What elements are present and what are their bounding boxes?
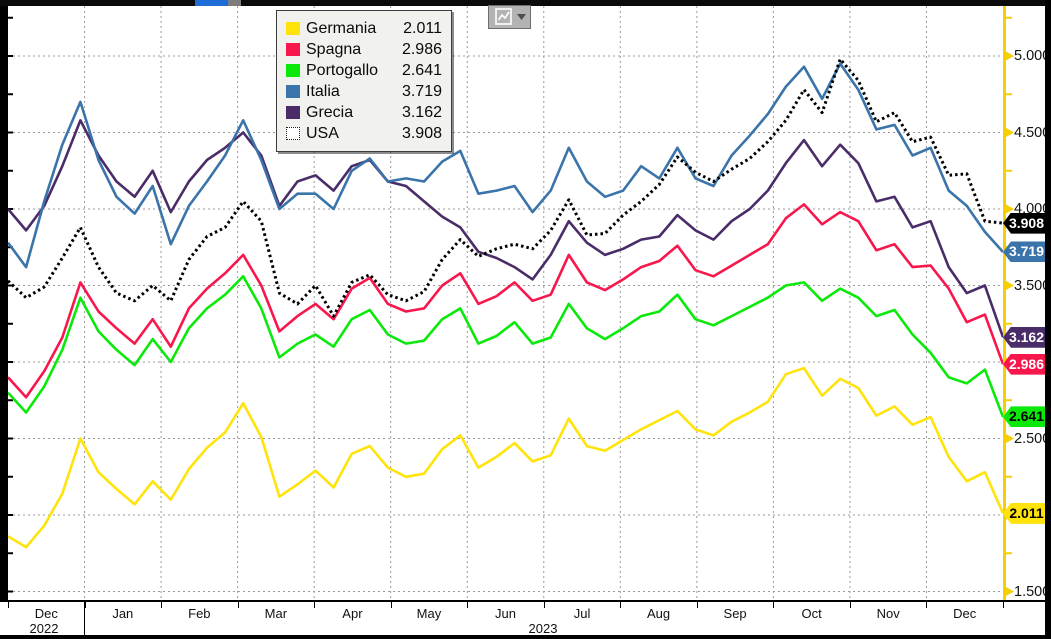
legend-box: Germania 2.011 Spagna 2.986 Portogallo 2.641 I… [276,10,452,152]
month-label-aug: Aug [646,606,671,621]
value-badge-portogallo: 2.641 [1003,406,1045,428]
month-label-apr: Apr [342,606,363,621]
x-axis-tick [314,602,316,608]
value-badge-grecia: 3.162 [1003,326,1045,348]
axis-major-tick [1006,204,1014,214]
color-swatch-icon [286,22,300,35]
y-axis-label: 5.000 [1014,48,1051,64]
legend-series-name: USA [306,124,339,142]
legend-series-value: 2.641 [401,61,442,79]
month-label-feb: Feb [188,606,211,621]
color-swatch-icon [286,106,300,119]
chart-type-button[interactable] [488,5,531,29]
y-axis-label: 4.500 [1014,124,1051,141]
axis-major-tick [1006,51,1014,61]
axis-major-tick [1006,281,1014,290]
legend-series-name: Spagna [306,40,362,58]
color-swatch-icon [286,85,300,98]
left-edge-strip [0,6,8,600]
x-axis-tick [8,602,9,608]
year-label-2023: 2023 [528,621,558,636]
series-line-portogallo [8,274,1003,418]
y-axis-label: 1.500 [1014,583,1051,600]
legend-series-value: 2.011 [403,19,442,37]
value-badge-germania: 2.011 [1003,502,1045,524]
color-swatch-icon [286,43,300,56]
value-badge-italia: 3.719 [1003,241,1045,263]
legend-item-spagna[interactable]: Spagna 2.986 [286,39,442,60]
legend-item-germania[interactable]: Germania 2.011 [286,18,442,39]
x-axis-tick [237,602,239,608]
axis-major-tick [1006,128,1014,137]
series-line-usa [8,57,1003,318]
legend-series-value: 3.719 [401,82,442,100]
x-axis-tick [620,602,622,608]
series-line-italia [8,62,1003,269]
legend-series-value: 3.908 [401,124,442,142]
x-axis: Dec Jan Feb Mar Apr May Jun Jul Aug Sep Oct Nov Dec … [0,600,1045,636]
bottom-edge-strip [0,635,1051,639]
legend-item-usa[interactable]: USA 3.908 [286,123,442,144]
value-badge-spagna: 2.986 [1003,353,1045,375]
month-label-mar: Mar [264,606,288,621]
top-bar [0,0,1051,6]
x-axis-tick [773,602,775,608]
legend-series-name: Italia [306,82,340,100]
legend-series-value: 3.162 [401,103,442,121]
month-label-jun: Jun [495,606,516,621]
right-edge-strip [1045,0,1051,639]
month-label-dec: Dec [953,606,977,621]
x-axis-tick [161,602,163,608]
legend-series-name: Portogallo [306,61,379,79]
dotted-swatch-icon [286,127,300,140]
year-label-2022: 2022 [29,621,59,636]
color-swatch-icon [286,64,300,77]
dropdown-caret-icon [517,14,526,20]
legend-item-grecia[interactable]: Grecia 3.162 [286,102,442,123]
legend-item-italia[interactable]: Italia 3.719 [286,81,442,102]
series-line-spagna [8,203,1003,399]
y-axis-label: 3.500 [1014,277,1051,294]
x-axis-tick [467,602,469,608]
x-axis-tick [1003,602,1004,608]
legend-item-portogallo[interactable]: Portogallo 2.641 [286,60,442,81]
yield-chart[interactable] [8,6,1003,600]
month-label-jul: Jul [573,606,591,621]
year-separator-line [84,602,85,635]
month-label-sep: Sep [723,606,747,621]
x-axis-tick [926,602,928,608]
month-label-may: May [416,606,442,621]
month-label-dec: Dec [34,606,58,621]
x-axis-tick [849,602,851,608]
topbar-accent-blue [195,0,228,6]
chart-plot-area[interactable] [8,6,1003,600]
x-axis-tick [390,602,392,608]
x-axis-tick [84,602,86,608]
month-label-jan: Jan [112,606,134,621]
x-axis-tick [696,602,698,608]
series-line-grecia [8,119,1003,338]
value-badge-usa: 3.908 [1003,212,1045,234]
line-chart-icon [495,8,526,25]
y-axis-label: 2.500 [1014,430,1051,447]
axis-major-tick [1006,587,1014,596]
right-axis-column: 5.000 4.500 4.000 3.500 2.500 1.500 2.011 2.98… [1003,6,1051,600]
month-label-oct: Oct [801,606,822,621]
month-label-nov: Nov [876,606,900,621]
legend-series-name: Grecia [306,103,354,121]
series-line-germania [8,366,1003,549]
topbar-accent-gray [228,0,241,6]
x-axis-tick [543,602,545,608]
legend-series-name: Germania [306,19,377,37]
axis-major-tick [1006,434,1014,443]
legend-series-value: 2.986 [401,40,442,58]
